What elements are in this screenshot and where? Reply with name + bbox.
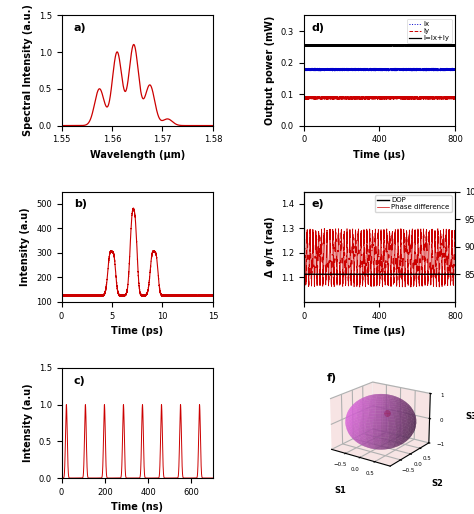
Ix — [399, 65, 405, 71]
I=Ix+Iy — [425, 42, 431, 48]
Text: e): e) — [311, 199, 324, 209]
Ix — [452, 67, 458, 74]
Line: Iy: Iy — [304, 97, 455, 99]
DOP — [452, 271, 458, 278]
Phase difference — [452, 235, 458, 241]
DOP — [336, 271, 342, 278]
Iy — [328, 96, 334, 102]
Ix — [381, 65, 387, 71]
Text: d): d) — [311, 23, 324, 33]
DOP — [451, 271, 456, 278]
Ix — [328, 66, 334, 72]
I=Ix+Iy — [359, 43, 365, 49]
Phase difference — [357, 284, 363, 290]
I=Ix+Iy — [339, 42, 345, 48]
Y-axis label: S2: S2 — [431, 479, 443, 488]
Line: Ix: Ix — [304, 68, 455, 71]
Iy — [359, 94, 365, 100]
Ix — [392, 66, 397, 72]
Y-axis label: Δ φ/π (rad): Δ φ/π (rad) — [265, 216, 275, 277]
X-axis label: Time (μs): Time (μs) — [353, 326, 406, 336]
Ix — [414, 68, 419, 74]
Iy — [301, 95, 307, 101]
Phase difference — [336, 235, 342, 242]
DOP — [337, 271, 343, 278]
DOP — [337, 271, 343, 278]
Y-axis label: Intensity (a.u): Intensity (a.u) — [20, 208, 30, 286]
Legend: Ix, Iy, I=Ix+Iy: Ix, Iy, I=Ix+Iy — [407, 19, 452, 43]
Legend: DOP, Phase difference: DOP, Phase difference — [374, 195, 452, 212]
Iy — [448, 96, 454, 102]
Iy — [425, 95, 431, 101]
I=Ix+Iy — [392, 43, 397, 49]
Phase difference — [358, 243, 364, 249]
Y-axis label: Output power (mW): Output power (mW) — [265, 16, 275, 125]
Phase difference — [337, 259, 343, 265]
Text: a): a) — [74, 23, 86, 33]
Iy — [392, 95, 397, 101]
Line: Phase difference: Phase difference — [304, 228, 455, 287]
Ix — [301, 67, 307, 73]
Y-axis label: Spectral Intensity (a.u.): Spectral Intensity (a.u.) — [23, 5, 33, 136]
Phase difference — [451, 263, 457, 269]
DOP — [301, 271, 307, 278]
I=Ix+Iy — [301, 42, 307, 48]
I=Ix+Iy — [414, 42, 419, 48]
Phase difference — [337, 273, 343, 279]
Iy — [414, 94, 419, 100]
I=Ix+Iy — [328, 42, 334, 48]
Iy — [399, 95, 405, 101]
I=Ix+Iy — [400, 42, 405, 48]
Text: c): c) — [74, 376, 85, 386]
Phase difference — [369, 271, 374, 278]
X-axis label: Wavelength (μm): Wavelength (μm) — [90, 150, 185, 160]
I=Ix+Iy — [452, 42, 458, 48]
X-axis label: Time (ps): Time (ps) — [111, 326, 164, 336]
X-axis label: Time (μs): Time (μs) — [353, 150, 406, 160]
Phase difference — [321, 225, 327, 231]
X-axis label: S1: S1 — [335, 486, 346, 495]
Ix — [425, 66, 431, 72]
Ix — [359, 67, 365, 74]
X-axis label: Time (ns): Time (ns) — [111, 502, 163, 512]
I=Ix+Iy — [333, 43, 339, 49]
Line: I=Ix+Iy: I=Ix+Iy — [304, 45, 455, 46]
Phase difference — [301, 254, 307, 260]
Iy — [452, 94, 458, 100]
Text: f): f) — [327, 373, 337, 383]
Iy — [417, 94, 423, 100]
Y-axis label: Intensity (a.u): Intensity (a.u) — [23, 383, 33, 462]
DOP — [358, 271, 364, 278]
DOP — [369, 271, 374, 278]
Text: b): b) — [74, 199, 87, 209]
Ix — [410, 68, 416, 74]
